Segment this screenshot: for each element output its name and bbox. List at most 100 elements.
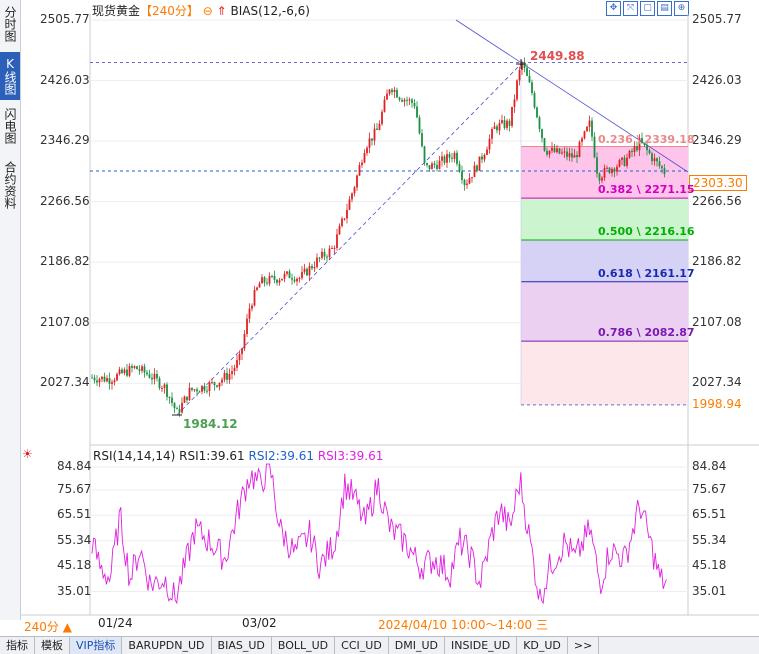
- candle-body: [631, 150, 633, 153]
- candle-body: [641, 138, 643, 143]
- rsi-tick-right: 45.18: [692, 558, 727, 573]
- candle-body: [378, 123, 381, 130]
- tab-flash[interactable]: 闪电图: [3, 108, 17, 144]
- tab-inside[interactable]: INSIDE_UD: [445, 637, 518, 654]
- candle-body: [238, 354, 241, 361]
- candle-body: [366, 147, 368, 154]
- candle-body: [156, 373, 158, 379]
- tab-barupdn[interactable]: BARUPDN_UD: [122, 637, 212, 654]
- candle-body: [93, 377, 96, 381]
- candle-body: [361, 162, 363, 166]
- indicator-label: BIAS(12,-6,6): [230, 4, 310, 18]
- trend-line-down: [455, 19, 689, 173]
- candle-body: [456, 152, 458, 164]
- candle-body: [98, 379, 101, 383]
- y-tick-left: 2505.77: [40, 12, 90, 26]
- candle-body: [461, 171, 463, 181]
- tab-template[interactable]: 模板: [35, 637, 70, 654]
- candle-body: [483, 154, 486, 160]
- x-label-0: 01/24: [98, 616, 133, 630]
- candle-body: [151, 377, 153, 380]
- candle-body: [146, 372, 148, 375]
- candle-body: [401, 99, 403, 102]
- candle-body: [501, 120, 503, 124]
- tab-dmi[interactable]: DMI_UD: [389, 637, 446, 654]
- rsi-title: RSI(14,14,14): [93, 449, 176, 463]
- candle-body: [543, 138, 546, 151]
- candle-body: [566, 151, 568, 157]
- circle-minus-icon[interactable]: ⊖: [202, 4, 213, 18]
- candle-body: [171, 397, 173, 403]
- candle-body: [481, 156, 483, 160]
- candle-body: [111, 382, 113, 384]
- candle-body: [173, 402, 176, 409]
- candle-body: [546, 150, 548, 155]
- sun-icon[interactable]: ☀: [22, 447, 33, 461]
- y-tick-left: 2027.34: [40, 375, 90, 390]
- rsi3-value: RSI3:39.61: [317, 449, 384, 463]
- candle-body: [356, 175, 358, 188]
- y-tick-right: 2027.34: [692, 375, 742, 390]
- high-marker-label: 2449.88: [530, 49, 585, 63]
- tab-timeshare[interactable]: 分时图: [3, 6, 17, 42]
- candle-body: [458, 163, 461, 172]
- candle-body: [571, 153, 573, 158]
- candle-body: [266, 282, 268, 284]
- tab-contract-info[interactable]: 合约资料: [3, 161, 17, 209]
- candle-body: [548, 150, 551, 155]
- candle-body: [593, 136, 596, 158]
- tab-bias[interactable]: BIAS_UD: [212, 637, 272, 654]
- book-icon[interactable]: ▤: [657, 1, 672, 16]
- period-selector[interactable]: 240分 ▲: [24, 620, 72, 634]
- candle-body: [256, 287, 258, 290]
- candle-body: [166, 384, 168, 397]
- cursor-time-label: 2024/04/10 10:00～14:00 三: [378, 618, 548, 632]
- y-tick-right: 2266.56: [692, 193, 742, 208]
- chart-toolbar: ✥ ⤧ ▢ ▤ ⊕: [606, 1, 689, 16]
- candle-body: [233, 367, 236, 372]
- x-label-1: 03/02: [242, 616, 277, 630]
- candle-body: [143, 366, 146, 373]
- tab-kline[interactable]: K线图: [0, 52, 20, 100]
- candle-body: [296, 278, 298, 282]
- candle-body: [446, 154, 448, 163]
- candle-body: [576, 154, 578, 158]
- candle-body: [218, 382, 221, 387]
- candle-body: [216, 385, 218, 387]
- candle-body: [358, 165, 361, 176]
- candle-body: [578, 141, 581, 158]
- chart-header: 现货黄金【240分】 ⊖ ⇑ BIAS(12,-6,6): [92, 2, 310, 19]
- candle-body: [346, 209, 348, 219]
- candle-body: [471, 177, 473, 179]
- trend-line-up: [176, 63, 522, 416]
- rsi-tick-left: 65.51: [57, 507, 92, 522]
- candle-body: [391, 89, 393, 93]
- tab-indicator[interactable]: 指标: [0, 637, 35, 654]
- tab-kd[interactable]: KD_UD: [517, 637, 568, 654]
- candle-body: [328, 248, 331, 257]
- candle-body: [498, 123, 501, 131]
- period-label[interactable]: 【240分】: [140, 4, 199, 18]
- candle-body: [118, 369, 121, 375]
- y-tick-right: 2107.08: [692, 314, 742, 329]
- window-icon[interactable]: ▢: [640, 1, 655, 16]
- candle-body: [536, 107, 538, 118]
- candle-body: [603, 167, 606, 178]
- candle-body: [283, 273, 286, 279]
- candle-body: [228, 374, 231, 380]
- tab-cci[interactable]: CCI_UD: [335, 637, 389, 654]
- candle-body: [161, 387, 163, 389]
- tab-more[interactable]: >>: [568, 637, 600, 654]
- candle-body: [261, 277, 263, 284]
- candle-body: [658, 161, 661, 167]
- move-icon[interactable]: ⤧: [623, 1, 638, 16]
- candle-body: [306, 268, 308, 276]
- rsi-tick-left: 45.18: [57, 558, 92, 573]
- y-tick-right: 2505.77: [692, 12, 742, 26]
- zoom-icon[interactable]: ⊕: [674, 1, 689, 16]
- tab-vip-indicator[interactable]: VIP指标: [70, 637, 123, 654]
- expand-icon[interactable]: ✥: [606, 1, 621, 16]
- up-arrow-icon[interactable]: ⇑: [216, 4, 227, 18]
- candle-body: [651, 153, 653, 162]
- tab-boll[interactable]: BOLL_UD: [272, 637, 336, 654]
